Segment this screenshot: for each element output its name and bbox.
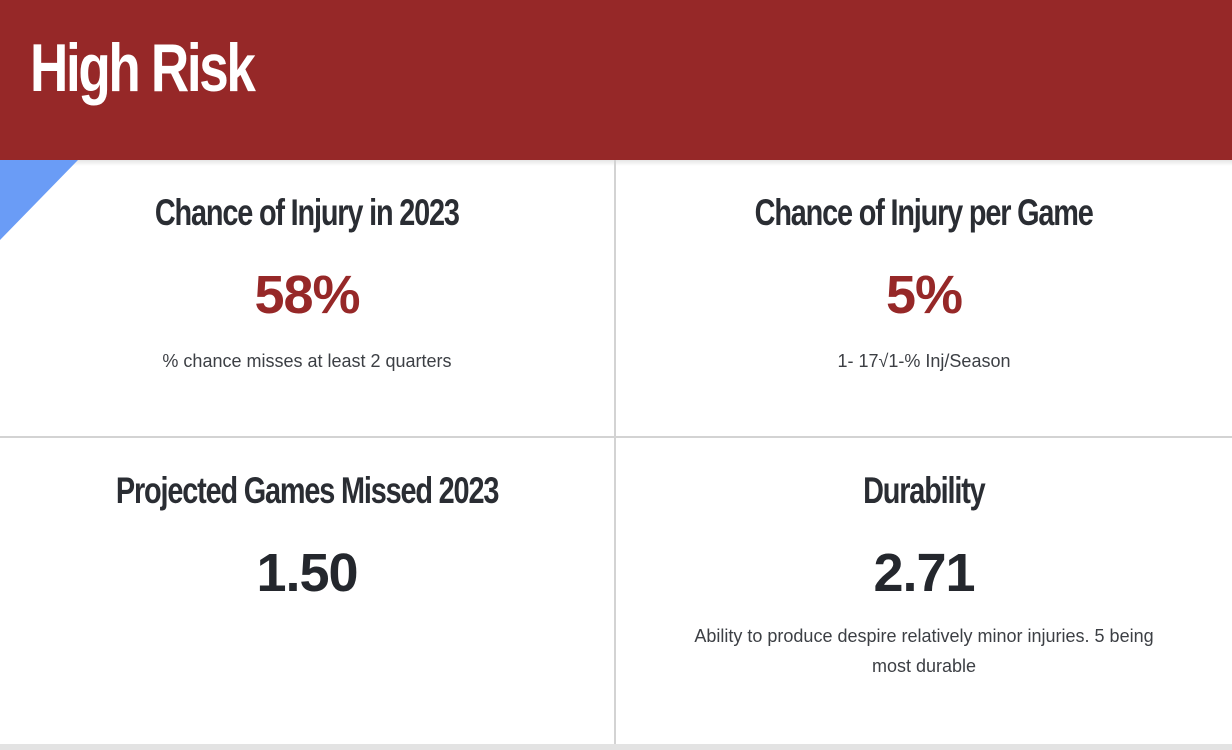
metric-description: % chance misses at least 2 quarters [162, 351, 452, 371]
header-shadow [0, 160, 1232, 166]
metric-value: 1.50 [256, 543, 358, 603]
metric-projected-games-missed: Projected Games Missed 2023 1.50 [0, 438, 614, 744]
metric-value: 58% [254, 265, 360, 325]
horizontal-divider [0, 436, 1232, 438]
risk-header: High Risk [0, 0, 1232, 160]
corner-accent [0, 160, 78, 240]
metric-title-text: Projected Games Missed 2023 [115, 470, 499, 511]
metric-chance-injury-season: Chance of Injury in 2023 58% % chance mi… [0, 160, 614, 436]
metrics-grid: Chance of Injury in 2023 58% % chance mi… [0, 160, 1232, 746]
metric-value: 2.71 [873, 543, 975, 603]
risk-level-title: High Risk [30, 30, 256, 106]
metric-description: Ability to produce despire relatively mi… [694, 626, 1154, 676]
metric-title: Projected Games Missed 2023 [0, 472, 614, 509]
metric-durability: Durability 2.71 Ability to produce despi… [616, 438, 1232, 744]
metric-title-text: Chance of Injury in 2023 [155, 192, 460, 233]
metric-title: Durability [616, 472, 1232, 509]
metric-title: Chance of Injury per Game [616, 194, 1232, 231]
metric-title-text: Chance of Injury per Game [754, 192, 1094, 233]
bottom-divider [0, 744, 1232, 750]
metric-value: 5% [885, 265, 963, 325]
metric-title-text: Durability [863, 470, 986, 511]
metric-chance-injury-per-game: Chance of Injury per Game 5% 1- 17√1-% I… [616, 160, 1232, 436]
vertical-divider [614, 160, 616, 744]
metric-title: Chance of Injury in 2023 [0, 194, 614, 231]
metric-description: 1- 17√1-% Inj/Season [837, 351, 1011, 371]
